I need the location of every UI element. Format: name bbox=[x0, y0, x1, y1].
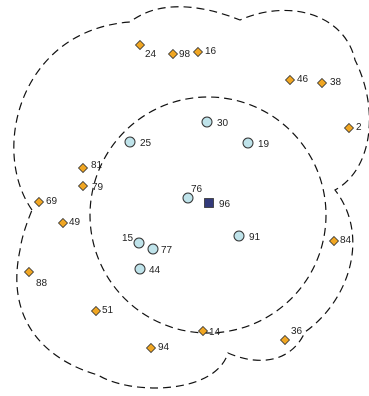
node-label: 49 bbox=[69, 217, 81, 228]
node-98: 98 bbox=[167, 48, 191, 60]
diamond-node-marker bbox=[145, 342, 157, 354]
node-label: 2 bbox=[356, 122, 362, 133]
node-label: 19 bbox=[258, 139, 270, 150]
node-label: 36 bbox=[291, 326, 303, 337]
node-51: 51 bbox=[90, 305, 114, 317]
diamond-node-marker bbox=[77, 162, 89, 174]
diamond-node-marker bbox=[167, 48, 179, 60]
circle-node-marker bbox=[133, 237, 145, 249]
circle-node-marker bbox=[201, 116, 213, 128]
node-label: 91 bbox=[249, 232, 261, 243]
node-label: 69 bbox=[46, 196, 58, 207]
diamond-node-marker bbox=[343, 122, 355, 134]
diamond-node-marker bbox=[90, 305, 102, 317]
node-label: 46 bbox=[297, 74, 309, 85]
circle-node-marker bbox=[233, 230, 245, 242]
diamond-node-marker bbox=[134, 39, 146, 51]
node-label: 76 bbox=[191, 184, 203, 195]
node-79: 79 bbox=[77, 180, 104, 193]
node-label: 96 bbox=[219, 199, 231, 210]
circle-node-marker bbox=[134, 263, 146, 275]
node-36: 36 bbox=[279, 326, 303, 346]
node-label: 51 bbox=[102, 305, 114, 316]
node-2: 2 bbox=[343, 122, 362, 134]
diamond-node-marker bbox=[23, 266, 35, 278]
diamond-node-marker bbox=[197, 325, 209, 337]
node-94: 94 bbox=[145, 342, 170, 354]
node-69: 69 bbox=[33, 196, 58, 208]
diamond-node-marker bbox=[57, 217, 69, 229]
node-76: 76 bbox=[182, 184, 203, 204]
diamond-node-marker bbox=[77, 180, 89, 192]
outer-boundary bbox=[13, 6, 369, 389]
square-node-marker bbox=[204, 198, 214, 208]
node-label: 15 bbox=[122, 233, 134, 244]
node-91: 91 bbox=[233, 230, 261, 243]
circle-node-marker bbox=[124, 136, 136, 148]
diamond-node-marker bbox=[316, 77, 328, 89]
diamond-node-marker bbox=[284, 74, 296, 86]
node-14: 14 bbox=[197, 325, 221, 338]
node-label: 25 bbox=[140, 138, 152, 149]
node-30: 30 bbox=[201, 116, 229, 129]
node-label: 24 bbox=[145, 49, 157, 60]
diamond-node-marker bbox=[328, 235, 340, 247]
node-label: 77 bbox=[161, 245, 173, 256]
node-label: 14 bbox=[209, 327, 221, 338]
node-label: 98 bbox=[179, 49, 191, 60]
node-24: 24 bbox=[134, 39, 157, 60]
node-label: 94 bbox=[158, 342, 170, 353]
node-label: 38 bbox=[330, 77, 342, 88]
node-25: 25 bbox=[124, 136, 152, 149]
diamond-node-marker bbox=[279, 334, 291, 346]
node-16: 16 bbox=[192, 46, 217, 58]
node-label: 44 bbox=[149, 265, 161, 276]
node-81: 81 bbox=[77, 160, 103, 174]
circle-node-marker bbox=[147, 243, 159, 255]
node-label: 84 bbox=[340, 235, 352, 246]
node-96: 96 bbox=[204, 198, 231, 210]
node-44: 44 bbox=[134, 263, 161, 276]
diamond-node-marker bbox=[192, 46, 204, 58]
node-77: 77 bbox=[147, 243, 173, 256]
node-49: 49 bbox=[57, 217, 81, 229]
node-19: 19 bbox=[242, 137, 270, 150]
diamond-node-marker bbox=[33, 196, 45, 208]
node-15: 15 bbox=[122, 233, 145, 249]
node-38: 38 bbox=[316, 77, 342, 89]
node-label: 88 bbox=[36, 278, 48, 289]
inner-boundary bbox=[89, 96, 327, 334]
circle-node-marker bbox=[242, 137, 254, 149]
node-88: 88 bbox=[23, 266, 48, 289]
node-label: 81 bbox=[91, 160, 103, 171]
node-84: 84 bbox=[328, 235, 352, 247]
node-label: 16 bbox=[205, 46, 217, 57]
node-46: 46 bbox=[284, 74, 309, 86]
node-label: 79 bbox=[92, 182, 104, 193]
circle-node-marker bbox=[182, 192, 194, 204]
node-label: 30 bbox=[217, 118, 229, 129]
